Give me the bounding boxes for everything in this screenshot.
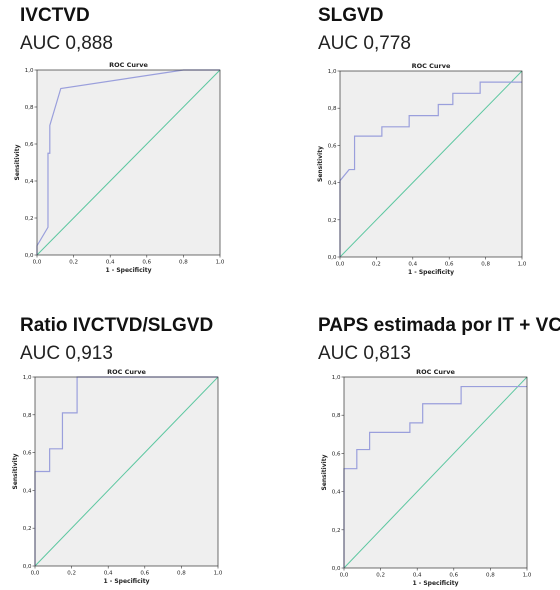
x-tick-label: 0,0 xyxy=(340,573,349,579)
reference-line xyxy=(343,376,528,569)
y-tick-label: 1,0 xyxy=(332,375,341,381)
x-tick-label: 0,6 xyxy=(445,262,454,268)
y-tick-label: 1,0 xyxy=(25,68,34,74)
plot-frame xyxy=(34,376,219,567)
y-axis-title: Sensitivity xyxy=(14,144,21,180)
panel-auc: AUC 0,813 xyxy=(318,343,411,364)
y-tick-label: 0,0 xyxy=(23,564,32,570)
y-tick-label: 0,6 xyxy=(23,451,32,457)
x-tick-label: 0,4 xyxy=(408,262,417,268)
y-tick-label: 1,0 xyxy=(328,69,337,75)
x-tick-label: 0,0 xyxy=(336,262,345,268)
x-axis-title: 1 - Specificity xyxy=(413,580,459,587)
y-axis-title: Sensitivity xyxy=(321,454,328,490)
x-tick-label: 0,4 xyxy=(413,573,422,579)
roc-curve xyxy=(36,69,220,255)
y-tick-label: 0,2 xyxy=(25,216,34,222)
y-tick-label: 1,0 xyxy=(23,375,32,381)
x-tick-label: 0,2 xyxy=(69,260,78,266)
x-tick-label: 0,8 xyxy=(177,571,186,577)
y-tick-label: 0,8 xyxy=(23,413,32,419)
chart-title: ROC Curve xyxy=(412,62,451,70)
x-tick-label: 0,8 xyxy=(486,573,495,579)
panel-auc: AUC 0,778 xyxy=(318,33,411,54)
roc-curve xyxy=(343,385,527,568)
y-tick-label: 0,4 xyxy=(328,181,337,187)
panel-title: Ratio IVCTVD/SLGVD xyxy=(20,315,214,336)
x-tick-label: 1,0 xyxy=(523,573,532,579)
y-tick-label: 0,4 xyxy=(332,490,341,496)
x-axis-title: 1 - Specificity xyxy=(104,578,150,585)
roc-curve xyxy=(339,81,522,257)
roc-curve xyxy=(34,376,218,566)
reference-line xyxy=(339,70,523,258)
y-tick-label: 0,8 xyxy=(332,413,341,419)
chart-title: ROC Curve xyxy=(416,368,455,376)
panel-title: PAPS estimada por IT + VCI xyxy=(318,315,560,336)
y-tick-label: 0,4 xyxy=(23,488,32,494)
x-axis-title: 1 - Specificity xyxy=(408,269,454,276)
x-tick-label: 0,4 xyxy=(106,260,115,266)
y-tick-label: 0,8 xyxy=(25,105,34,111)
x-tick-label: 0,2 xyxy=(67,571,76,577)
x-tick-label: 0,4 xyxy=(104,571,113,577)
y-tick-label: 0,6 xyxy=(25,142,34,148)
x-tick-label: 0,2 xyxy=(372,262,381,268)
x-tick-label: 1,0 xyxy=(216,260,225,266)
panel-auc: AUC 0,913 xyxy=(20,343,113,364)
panel-title: SLGVD xyxy=(318,5,384,26)
y-axis-title: Sensitivity xyxy=(12,453,19,489)
x-tick-label: 0,0 xyxy=(33,260,42,266)
chart-title: ROC Curve xyxy=(109,61,148,69)
y-axis-title: Sensitivity xyxy=(317,146,324,182)
y-tick-label: 0,8 xyxy=(328,106,337,112)
y-tick-label: 0,2 xyxy=(23,526,32,532)
x-tick-label: 0,8 xyxy=(179,260,188,266)
plot-frame xyxy=(36,69,221,256)
x-tick-label: 0,0 xyxy=(31,571,40,577)
y-tick-label: 0,0 xyxy=(332,566,341,572)
x-tick-label: 0,6 xyxy=(449,573,458,579)
x-tick-label: 0,6 xyxy=(140,571,149,577)
reference-line xyxy=(36,69,221,256)
panel-auc: AUC 0,888 xyxy=(20,33,113,54)
y-tick-label: 0,2 xyxy=(332,528,341,534)
y-tick-label: 0,4 xyxy=(25,179,34,185)
y-tick-label: 0,6 xyxy=(328,143,337,149)
y-tick-label: 0,0 xyxy=(328,255,337,261)
plot-frame xyxy=(339,70,523,258)
y-tick-label: 0,6 xyxy=(332,451,341,457)
x-tick-label: 0,6 xyxy=(142,260,151,266)
x-tick-label: 0,8 xyxy=(481,262,490,268)
chart-title: ROC Curve xyxy=(107,368,146,376)
y-tick-label: 0,0 xyxy=(25,253,34,259)
x-tick-label: 0,2 xyxy=(376,573,385,579)
plot-frame xyxy=(343,376,528,569)
x-tick-label: 1,0 xyxy=(518,262,527,268)
x-tick-label: 1,0 xyxy=(214,571,223,577)
reference-line xyxy=(34,376,219,567)
y-tick-label: 0,2 xyxy=(328,218,337,224)
panel-title: IVCTVD xyxy=(20,5,90,26)
x-axis-title: 1 - Specificity xyxy=(106,267,152,274)
